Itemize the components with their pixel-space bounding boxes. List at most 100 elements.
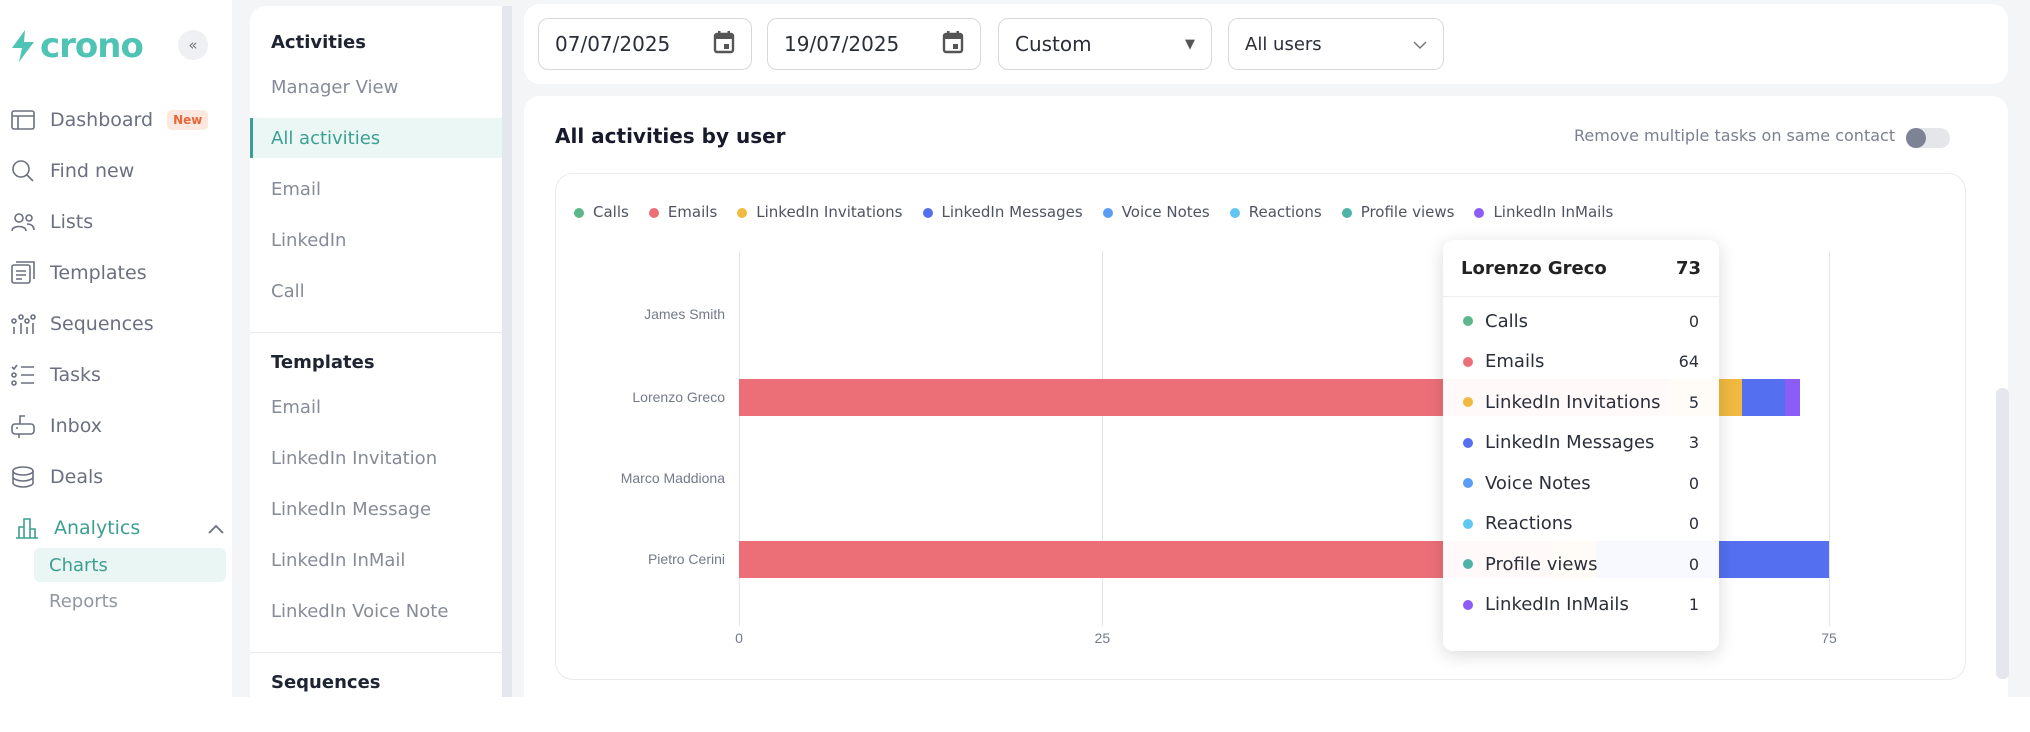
legend-item-emails[interactable]: Emails (648, 203, 718, 221)
main-scrollbar[interactable] (1996, 388, 2009, 679)
toggle-knob (1906, 128, 1926, 148)
legend-item-linkedin-messages[interactable]: LinkedIn Messages (922, 203, 1083, 221)
legend-item-calls[interactable]: Calls (574, 203, 629, 221)
sidebar-sub-charts[interactable]: Charts (34, 548, 226, 582)
sidebar-item-lists[interactable]: Lists (10, 202, 220, 242)
sidebar-item-label: Lists (50, 211, 94, 233)
value: All users (1245, 33, 1322, 55)
subnav-template-linkedin-voice-note[interactable]: LinkedIn Voice Note (250, 591, 502, 631)
tooltip-value: 0 (1688, 473, 1699, 493)
subnav-linkedin[interactable]: LinkedIn (250, 220, 502, 260)
label: Manager View (271, 76, 399, 98)
x-tick-label: 25 (1094, 630, 1111, 646)
legend-item-voice-notes[interactable]: Voice Notes (1102, 203, 1210, 221)
legend-item-profile-views[interactable]: Profile views (1341, 203, 1454, 221)
legend-label: Reactions (1248, 203, 1322, 221)
tooltip-value: 1 (1688, 595, 1699, 615)
bar-linkedin-inmails[interactable] (1785, 379, 1800, 416)
legend-item-reactions[interactable]: Reactions (1229, 203, 1322, 221)
sidebar-item-sequences[interactable]: Sequences (10, 304, 220, 344)
bar-emails[interactable] (739, 541, 1553, 578)
value: 19/07/2025 (784, 32, 900, 56)
divider (250, 332, 502, 333)
tooltip-label: Reactions (1485, 513, 1573, 535)
chart-tooltip: Lorenzo Greco 73 Calls 0 Emails 64 LinkedIn I… (1443, 240, 1719, 651)
sidebar-item-label: Sequences (50, 313, 154, 335)
chart-legend: Calls Emails LinkedIn Invitations LinkedIn … (574, 203, 1613, 221)
legend-swatch (922, 207, 933, 218)
toggle-label: Remove multiple tasks on same contact (1574, 126, 1896, 145)
caret-down-icon: ▼ (1185, 36, 1195, 52)
chevron-down-icon (1413, 34, 1427, 55)
subnav-manager-view[interactable]: Manager View (250, 67, 502, 107)
sidebar-item-label: Templates (50, 262, 147, 284)
gridline (739, 251, 740, 626)
sidebar-item-inbox[interactable]: Inbox (10, 406, 220, 446)
tooltip-label: LinkedIn Messages (1485, 432, 1655, 454)
tooltip-label: Emails (1485, 351, 1545, 373)
tooltip-row: Reactions 0 (1443, 504, 1719, 545)
crono-logo[interactable]: crono (10, 26, 144, 66)
end-date-field[interactable]: 19/07/2025 (767, 18, 981, 70)
legend-label: LinkedIn Invitations (756, 203, 903, 221)
subnav-call[interactable]: Call (250, 271, 502, 311)
tooltip-row: Voice Notes 0 (1443, 463, 1719, 504)
series-dot (1463, 559, 1473, 570)
chevron-up-icon[interactable] (208, 517, 224, 539)
subnav-email[interactable]: Email (250, 169, 502, 209)
sub-label: Charts (49, 554, 108, 576)
remove-duplicates-toggle[interactable] (1906, 128, 1950, 148)
subnav-template-email[interactable]: Email (250, 387, 502, 427)
sidebar-item-label: Analytics (54, 517, 141, 539)
tooltip-label: Profile views (1485, 553, 1598, 575)
legend-swatch (1102, 207, 1113, 218)
value: Custom (1015, 32, 1092, 56)
start-date-field[interactable]: 07/07/2025 (538, 18, 752, 70)
tooltip-value: 0 (1688, 311, 1699, 331)
sidebar-item-analytics[interactable]: Analytics (14, 508, 224, 548)
collapse-sidebar-button[interactable]: « (178, 30, 208, 60)
series-dot (1463, 397, 1473, 408)
label: Email (271, 178, 321, 200)
legend-swatch (648, 207, 659, 218)
legend-label: Voice Notes (1121, 203, 1210, 221)
subnav-template-linkedin-message[interactable]: LinkedIn Message (250, 489, 502, 529)
legend-item-linkedin-inmails[interactable]: LinkedIn InMails (1474, 203, 1613, 221)
sidebar-item-tasks[interactable]: Tasks (10, 355, 220, 395)
subnav-scrollbar[interactable] (502, 6, 512, 697)
gridline (1102, 251, 1104, 626)
users-select[interactable]: All users (1228, 18, 1444, 70)
sidebar: crono « Dashboard New Find new Lists Templat… (0, 0, 232, 697)
tooltip-total: 73 (1675, 257, 1701, 279)
inbox-icon (11, 415, 35, 438)
subnav-template-linkedin-invitation[interactable]: LinkedIn Invitation (250, 438, 502, 478)
tooltip-row: Profile views 0 (1443, 544, 1719, 585)
tooltip-row: LinkedIn Messages 3 (1443, 423, 1719, 464)
sidebar-item-label: Tasks (50, 364, 101, 386)
value: 07/07/2025 (555, 32, 671, 56)
y-tick-label: Marco Maddiona (620, 470, 725, 486)
gridline (1829, 251, 1830, 626)
sidebar-item-templates[interactable]: Templates (10, 253, 220, 293)
search-icon (12, 160, 34, 182)
sidebar-sub-reports[interactable]: Reports (34, 584, 226, 618)
legend-label: Emails (667, 203, 718, 221)
legend-item-linkedin-invitations[interactable]: LinkedIn Invitations (737, 203, 903, 221)
analytics-icon (16, 518, 38, 539)
subnav-all-activities[interactable]: All activities (250, 118, 502, 158)
legend-swatch (1341, 207, 1352, 218)
sidebar-item-label: Dashboard (50, 109, 154, 131)
sidebar-item-deals[interactable]: Deals (10, 457, 220, 497)
filter-bar: 07/07/2025 19/07/2025 Custom ▼ All users (524, 4, 2008, 84)
label: Call (271, 280, 305, 302)
subnav-template-linkedin-inmail[interactable]: LinkedIn InMail (250, 540, 502, 580)
calendar-icon[interactable] (713, 30, 735, 59)
series-dot (1463, 518, 1473, 529)
legend-label: LinkedIn Messages (941, 203, 1083, 221)
sidebar-item-find-new[interactable]: Find new (10, 151, 220, 191)
deals-icon (12, 466, 34, 488)
bar-linkedin-messages[interactable] (1741, 379, 1786, 416)
sidebar-item-dashboard[interactable]: Dashboard New (10, 100, 220, 140)
calendar-icon[interactable] (942, 30, 964, 59)
date-range-select[interactable]: Custom ▼ (998, 18, 1212, 70)
